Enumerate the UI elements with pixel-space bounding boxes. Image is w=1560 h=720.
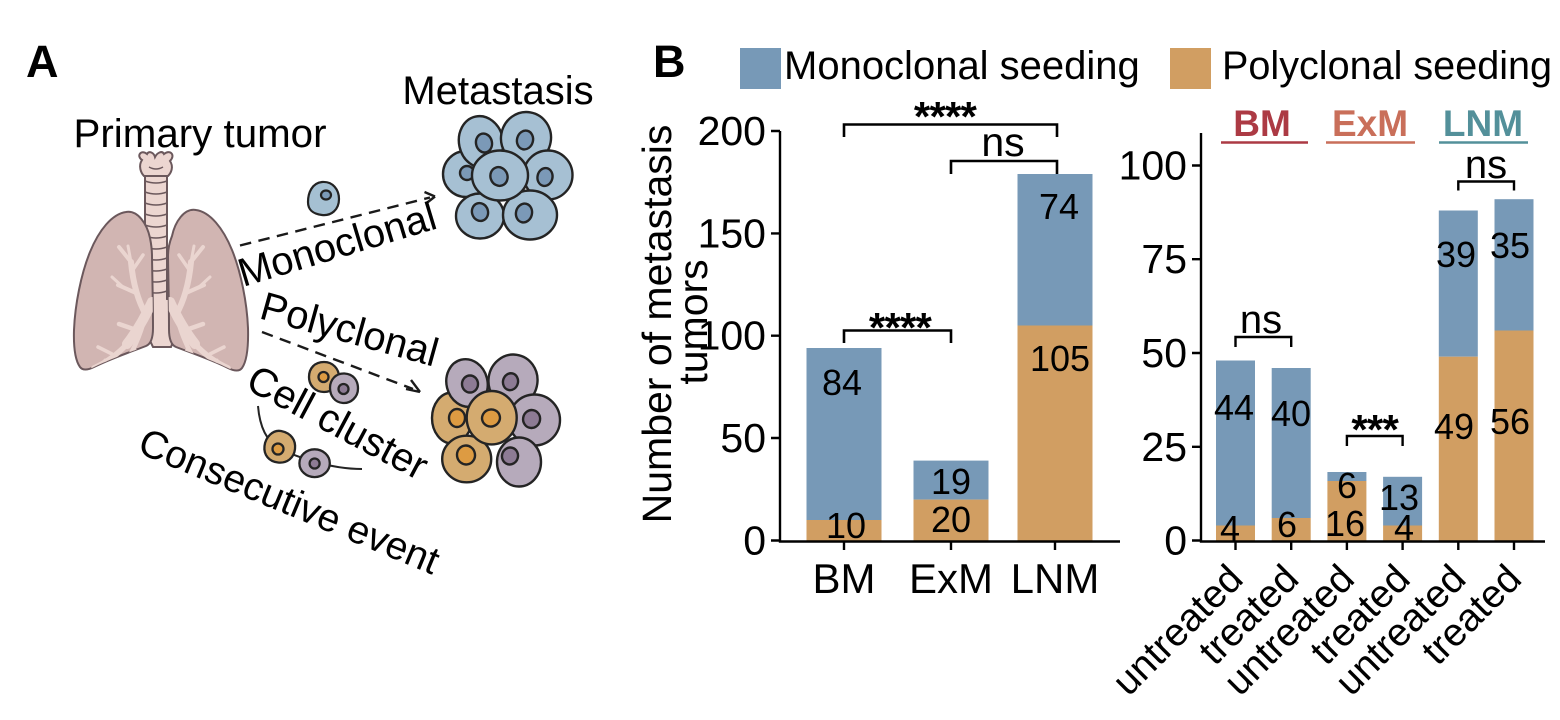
svg-text:Metastasis: Metastasis [402,69,593,113]
svg-text:LNM: LNM [1443,103,1523,144]
svg-text:0: 0 [1164,518,1187,564]
svg-text:****: **** [914,93,978,140]
svg-text:4: 4 [1220,508,1240,549]
svg-text:50: 50 [720,415,766,461]
svg-text:tumors: tumors [670,259,716,384]
svg-text:Monoclonal: Monoclonal [233,194,442,295]
svg-text:49: 49 [1434,406,1474,447]
svg-text:100: 100 [1119,143,1187,189]
svg-text:25: 25 [1141,424,1187,470]
svg-text:150: 150 [698,210,766,256]
svg-text:6: 6 [1277,504,1297,545]
svg-text:***: *** [1351,406,1399,453]
svg-text:84: 84 [822,362,862,403]
svg-text:13: 13 [1379,477,1419,518]
svg-text:****: **** [869,304,933,351]
svg-text:ns: ns [1465,143,1507,187]
svg-text:B: B [653,36,686,87]
svg-text:Number of metastasis: Number of metastasis [634,125,680,524]
svg-text:Primary tumor: Primary tumor [74,111,327,156]
svg-text:20: 20 [931,499,971,540]
svg-text:50: 50 [1141,330,1187,376]
svg-text:39: 39 [1436,234,1476,275]
svg-text:ns: ns [981,119,1024,165]
svg-text:0: 0 [743,518,766,564]
svg-text:10: 10 [826,505,866,546]
svg-text:56: 56 [1490,401,1530,442]
svg-text:LNM: LNM [1011,555,1100,602]
svg-text:75: 75 [1141,236,1187,282]
svg-text:100: 100 [698,313,766,359]
svg-text:ExM: ExM [1332,103,1408,144]
svg-text:16: 16 [1325,503,1365,544]
svg-text:4: 4 [1394,507,1414,548]
svg-text:35: 35 [1490,225,1530,266]
svg-text:Polyclonal seeding: Polyclonal seeding [1222,44,1552,88]
svg-text:105: 105 [1030,338,1090,379]
svg-text:6: 6 [1337,465,1357,506]
svg-text:19: 19 [931,461,971,502]
svg-text:74: 74 [1039,186,1079,227]
svg-text:40: 40 [1271,393,1311,434]
svg-text:200: 200 [698,108,766,154]
svg-text:Polyclonal: Polyclonal [256,284,443,375]
svg-text:BM: BM [1233,103,1291,144]
svg-text:ns: ns [1240,298,1282,342]
svg-text:A: A [26,36,59,87]
svg-text:BM: BM [813,555,876,602]
svg-text:44: 44 [1214,387,1254,428]
svg-text:Monoclonal seeding: Monoclonal seeding [784,44,1140,88]
svg-text:ExM: ExM [909,555,993,602]
